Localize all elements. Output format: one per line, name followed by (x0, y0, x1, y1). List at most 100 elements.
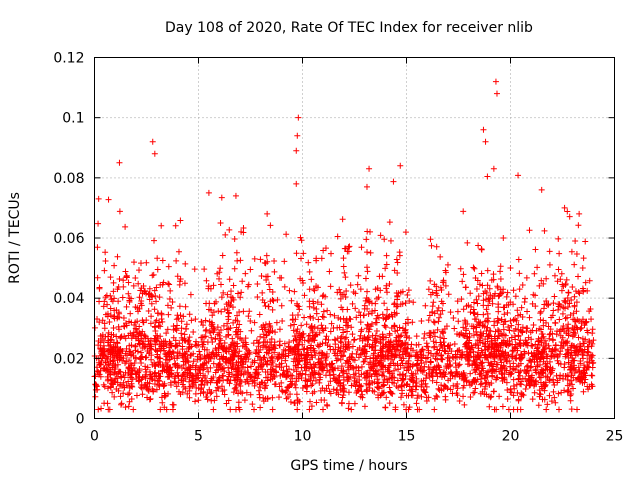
data-point (444, 261, 451, 268)
data-point (132, 274, 139, 281)
data-point (434, 346, 441, 353)
data-point (291, 321, 298, 328)
data-point (335, 344, 342, 351)
data-point (340, 263, 347, 270)
data-point (555, 266, 562, 273)
data-point (495, 343, 502, 350)
data-point (365, 322, 372, 329)
data-point (379, 372, 386, 379)
data-point (402, 329, 409, 336)
data-point (107, 292, 114, 299)
data-point (295, 114, 302, 121)
data-point (467, 309, 474, 316)
data-point (217, 265, 224, 272)
data-point (136, 367, 143, 374)
data-point (390, 178, 397, 185)
data-point (483, 306, 490, 313)
data-point (128, 395, 135, 402)
data-point (226, 276, 233, 283)
data-point (183, 321, 190, 328)
data-point (220, 289, 227, 296)
data-point (497, 290, 504, 297)
data-point (338, 333, 345, 340)
data-point (140, 319, 147, 326)
data-point (516, 286, 523, 293)
data-point (366, 299, 373, 306)
data-point (182, 260, 189, 267)
data-point (299, 277, 306, 284)
data-point (474, 354, 481, 361)
data-point (312, 332, 319, 339)
data-point (519, 375, 526, 382)
data-point (511, 344, 518, 351)
data-point (329, 366, 336, 373)
data-point (540, 358, 547, 365)
data-point (302, 364, 309, 371)
data-point (231, 236, 238, 243)
data-point (521, 366, 528, 373)
data-point (279, 317, 286, 324)
data-point (113, 339, 120, 346)
data-point (328, 250, 335, 257)
data-point (210, 282, 217, 289)
data-point (237, 294, 244, 301)
data-point (92, 393, 99, 400)
data-point (178, 330, 185, 337)
data-point (323, 401, 330, 408)
data-point (147, 371, 154, 378)
data-point (546, 358, 553, 365)
data-point (485, 343, 492, 350)
data-point (449, 353, 456, 360)
data-point (118, 400, 125, 407)
data-point (423, 397, 430, 404)
data-point (273, 319, 280, 326)
data-point (522, 295, 529, 302)
data-point (389, 390, 396, 397)
data-point (316, 376, 323, 383)
data-point (186, 311, 193, 318)
data-point (447, 309, 454, 316)
data-point (315, 370, 322, 377)
data-point (309, 390, 316, 397)
data-point (247, 391, 254, 398)
data-point (348, 353, 355, 360)
data-point (386, 332, 393, 339)
data-point (510, 287, 517, 294)
data-point (556, 250, 563, 257)
data-point (235, 362, 242, 369)
data-point (222, 231, 229, 238)
data-point (505, 351, 512, 358)
data-point (425, 317, 432, 324)
data-point (358, 326, 365, 333)
data-point (374, 384, 381, 391)
data-point (487, 360, 494, 367)
data-point (355, 354, 362, 361)
data-point (375, 294, 382, 301)
data-point (310, 374, 317, 381)
data-point (462, 284, 469, 291)
data-point (192, 390, 199, 397)
data-point (208, 389, 215, 396)
data-point (203, 359, 210, 366)
data-point (402, 344, 409, 351)
data-point (233, 249, 240, 256)
data-point (513, 317, 520, 324)
data-point (446, 358, 453, 365)
data-point (557, 372, 564, 379)
data-point (96, 284, 103, 291)
data-point (371, 388, 378, 395)
data-point (340, 255, 347, 262)
data-point (478, 360, 485, 367)
data-point (421, 388, 428, 395)
data-point (318, 355, 325, 362)
data-point (221, 340, 228, 347)
data-point (117, 334, 124, 341)
data-point (226, 371, 233, 378)
data-point (345, 244, 352, 251)
data-point (479, 359, 486, 366)
data-point (421, 330, 428, 337)
data-point (287, 322, 294, 329)
data-point (467, 370, 474, 377)
data-point (210, 360, 217, 367)
data-point (151, 323, 158, 330)
